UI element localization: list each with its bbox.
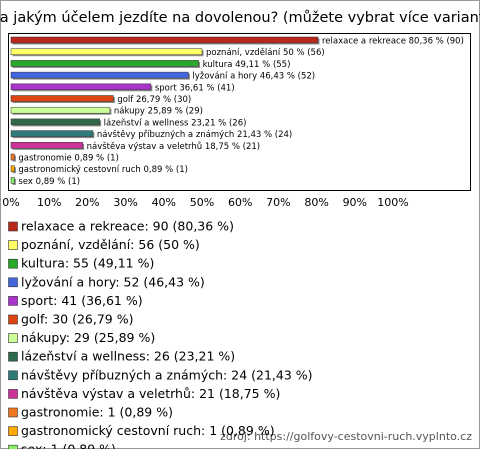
source: zdroj: https://golfovy-cestovni-ruch.vyp… bbox=[220, 430, 472, 443]
legend-label: relaxace a rekreace: 90 (80,36 %) bbox=[21, 219, 234, 234]
x-tick-label: 40% bbox=[152, 196, 176, 209]
bar bbox=[10, 177, 15, 184]
legend-swatch bbox=[8, 407, 18, 418]
bar bbox=[10, 36, 319, 44]
data-label: sex 0,89 % (1) bbox=[18, 177, 80, 187]
bar bbox=[10, 83, 152, 91]
bar bbox=[10, 118, 100, 126]
legend-swatch bbox=[8, 351, 18, 362]
legend-label: poznání, vzdělání: 56 (50 %) bbox=[21, 237, 200, 252]
bar bbox=[10, 95, 114, 102]
legend-label: sex: 1 (0,89 %) bbox=[21, 442, 116, 449]
legend-label: gastronomie: 1 (0,89 %) bbox=[21, 405, 173, 420]
legend-swatch bbox=[8, 370, 18, 381]
data-label: poznání, vzdělání 50 % (56) bbox=[206, 48, 325, 58]
legend-label: nákupy: 29 (25,89 %) bbox=[21, 330, 155, 345]
bar bbox=[10, 165, 15, 172]
data-label: lázeňství a wellness 23,21 % (26) bbox=[104, 117, 247, 128]
data-label: návštěvy příbuzných a známých 21,43 % (2… bbox=[97, 129, 292, 140]
data-label: golf 26,79 % (30) bbox=[117, 95, 191, 105]
legend-label: návštěva výstav a veletrhů: 21 (18,75 %) bbox=[21, 386, 280, 401]
x-tick-label: 100% bbox=[377, 196, 408, 209]
data-label: nákupy 25,89 % (29) bbox=[114, 107, 203, 117]
x-tick-label: 0% bbox=[2, 196, 19, 209]
x-tick-label: 80% bbox=[304, 196, 328, 209]
legend-label: lyžování a hory: 52 (46,43 %) bbox=[21, 274, 205, 289]
x-tick-label: 10% bbox=[37, 196, 61, 209]
legend-swatch bbox=[8, 240, 18, 250]
legend-label: sport: 41 (36,61 %) bbox=[21, 293, 143, 308]
legend-swatch bbox=[8, 296, 18, 306]
data-label: gastronomický cestovní ruch 0,89 % (1) bbox=[18, 165, 188, 175]
legend-label: návštěvy příbuzných a známých: 24 (21,43… bbox=[21, 367, 313, 382]
bar bbox=[10, 142, 83, 149]
legend-label: kultura: 55 (49,11 %) bbox=[21, 256, 154, 271]
legend-swatch bbox=[8, 277, 18, 288]
data-label: relaxace a rekreace 80,36 % (90) bbox=[322, 37, 464, 47]
legend-swatch bbox=[8, 221, 18, 232]
legend-label: golf: 30 (26,79 %) bbox=[21, 312, 133, 327]
data-label: lyžování a hory 46,43 % (52) bbox=[192, 72, 315, 82]
legend-swatch bbox=[8, 426, 18, 436]
x-tick-label: 60% bbox=[228, 196, 252, 209]
data-label: návštěva výstav a veletrhů 18,75 % (21) bbox=[87, 141, 261, 152]
data-label: gastronomie 0,89 % (1) bbox=[18, 154, 118, 164]
bar bbox=[10, 71, 189, 79]
legend-swatch bbox=[8, 444, 18, 449]
bar bbox=[10, 60, 199, 67]
legend-swatch bbox=[8, 333, 18, 343]
x-tick-label: 50% bbox=[190, 196, 214, 209]
x-tick-label: 20% bbox=[75, 196, 99, 209]
legend-swatch bbox=[8, 314, 18, 325]
bar bbox=[10, 48, 203, 55]
data-label: sport 36,61 % (41) bbox=[155, 83, 235, 93]
bar bbox=[10, 106, 111, 114]
legend-label: lázeňství a wellness: 26 (23,21 %) bbox=[21, 349, 235, 364]
bar bbox=[10, 130, 94, 137]
legend-swatch bbox=[8, 258, 18, 269]
x-tick-label: 90% bbox=[343, 196, 367, 209]
legend-label: gastronomický cestovní ruch: 1 (0,89 %) bbox=[21, 423, 275, 438]
data-label: kultura 49,11 % (55) bbox=[203, 60, 291, 70]
chart-title: Za jakým účelem jezdíte na dovolenou? (m… bbox=[0, 10, 480, 26]
x-tick-label: 30% bbox=[113, 196, 137, 209]
bar bbox=[10, 153, 15, 161]
legend-swatch bbox=[8, 389, 18, 399]
x-tick-label: 70% bbox=[266, 196, 290, 209]
